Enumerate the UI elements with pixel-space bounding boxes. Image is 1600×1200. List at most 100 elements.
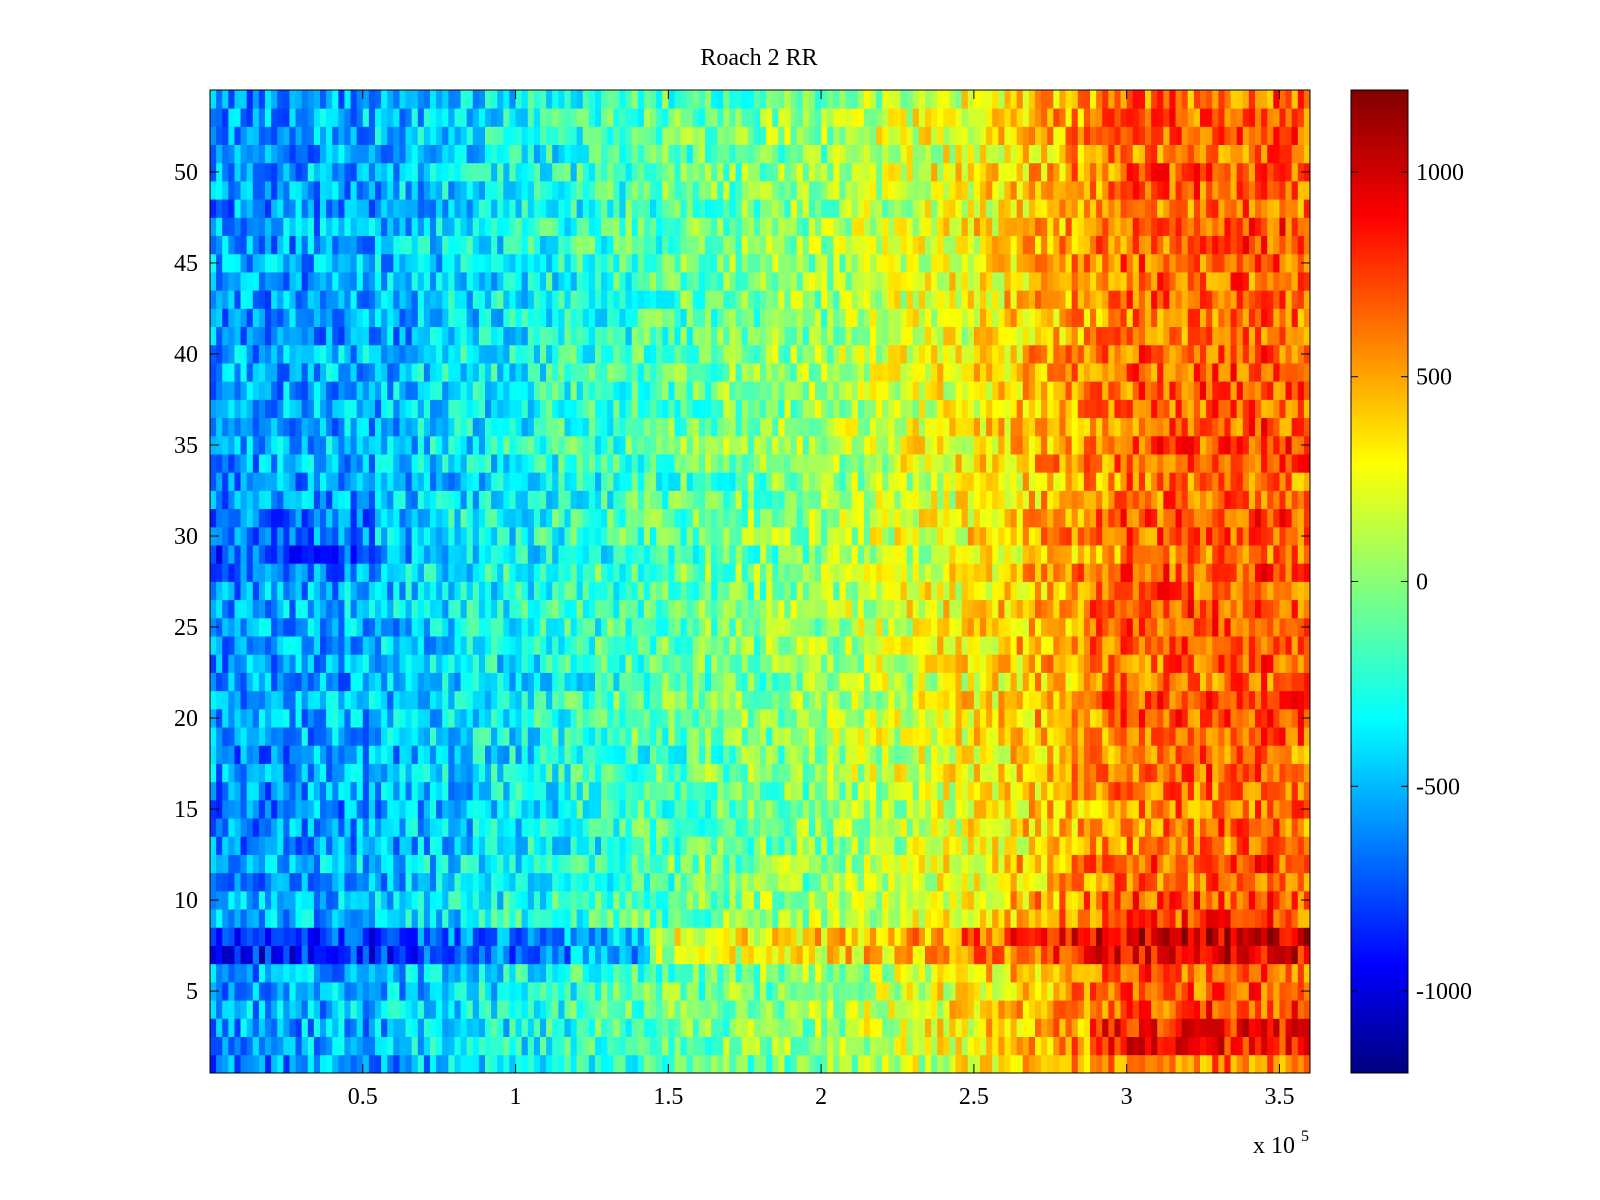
- heatmap-cell: [558, 1036, 565, 1056]
- heatmap-cell: [863, 708, 871, 728]
- heatmap-cell: [1187, 690, 1195, 710]
- heatmap-cell: [1236, 945, 1244, 965]
- heatmap-cell: [668, 617, 675, 637]
- heatmap-cell: [387, 799, 394, 819]
- heatmap-cell: [222, 745, 229, 764]
- heatmap-cell: [497, 654, 504, 673]
- heatmap-cell: [436, 890, 443, 910]
- heatmap-cell: [1169, 854, 1176, 874]
- heatmap-cell: [1151, 727, 1158, 746]
- heatmap-cell: [1010, 672, 1018, 692]
- heatmap-cell: [1157, 836, 1164, 855]
- heatmap-cell: [454, 1054, 461, 1074]
- heatmap-cell: [637, 890, 645, 910]
- heatmap-cell: [1145, 981, 1152, 1001]
- heatmap-cell: [564, 599, 571, 619]
- heatmap-cell: [301, 1018, 309, 1037]
- heatmap-cell: [833, 672, 840, 692]
- heatmap-cell: [1016, 1018, 1024, 1037]
- heatmap-cell: [515, 981, 523, 1001]
- heatmap-cell: [210, 1000, 217, 1019]
- heatmap-cell: [1248, 981, 1256, 1001]
- heatmap-cell: [717, 708, 724, 728]
- heatmap-cell: [393, 927, 400, 946]
- heatmap-cell: [1157, 799, 1164, 819]
- heatmap-cell: [246, 836, 254, 855]
- heatmap-cell: [1132, 763, 1140, 783]
- heatmap-cell: [411, 818, 419, 837]
- heatmap-cell: [796, 599, 804, 619]
- heatmap-cell: [1181, 599, 1189, 619]
- heatmap-cell: [668, 963, 675, 983]
- heatmap-cell: [1169, 636, 1176, 655]
- heatmap-cell: [900, 1054, 908, 1074]
- heatmap-cell: [1004, 963, 1011, 983]
- heatmap-cell: [271, 872, 278, 892]
- heatmap-cell: [631, 836, 639, 855]
- heatmap-cell: [741, 599, 749, 619]
- heatmap-cell: [937, 636, 944, 655]
- heatmap-cell: [295, 1036, 303, 1056]
- heatmap-cell: [478, 872, 486, 892]
- heatmap-cell: [423, 1036, 431, 1056]
- heatmap-cell: [582, 781, 590, 801]
- heatmap-cell: [851, 708, 859, 728]
- heatmap-cell: [485, 818, 492, 837]
- heatmap-cell: [246, 927, 254, 946]
- heatmap-cell: [375, 781, 382, 801]
- heatmap-cell: [1016, 963, 1024, 983]
- heatmap-cell: [692, 854, 700, 874]
- heatmap-cell: [723, 690, 730, 710]
- heatmap-cell: [1016, 690, 1024, 710]
- heatmap-cell: [1242, 1018, 1250, 1037]
- heatmap-cell: [399, 799, 406, 819]
- heatmap-cell: [411, 981, 419, 1001]
- heatmap-cell: [766, 708, 773, 728]
- heatmap-cell: [1071, 654, 1079, 673]
- heatmap-cell: [833, 708, 840, 728]
- heatmap-cell: [601, 763, 608, 783]
- heatmap-cell: [1193, 818, 1201, 837]
- heatmap-cell: [1163, 636, 1170, 655]
- heatmap-cell: [729, 872, 736, 892]
- heatmap-cell: [1108, 763, 1115, 783]
- heatmap-cell: [295, 563, 303, 582]
- heatmap-cell: [1151, 963, 1158, 983]
- heatmap-cell: [607, 781, 614, 801]
- heatmap-cell: [1267, 763, 1274, 783]
- heatmap-cell: [839, 563, 846, 582]
- heatmap-cell: [1193, 781, 1201, 801]
- heatmap-cell: [766, 1000, 773, 1019]
- heatmap-cell: [265, 799, 272, 819]
- heatmap-cell: [1132, 1018, 1140, 1037]
- heatmap-cell: [1157, 781, 1164, 801]
- heatmap-cell: [1193, 799, 1201, 819]
- heatmap-cell: [271, 581, 278, 601]
- heatmap-cell: [717, 1036, 724, 1056]
- heatmap-cell: [466, 617, 474, 637]
- heatmap-cell: [509, 581, 516, 601]
- heatmap-cell: [1291, 818, 1299, 837]
- heatmap-cell: [222, 1036, 229, 1056]
- heatmap-cell: [271, 1000, 278, 1019]
- heatmap-cell: [1285, 1000, 1293, 1019]
- heatmap-cell: [271, 981, 278, 1001]
- heatmap-cell: [491, 563, 498, 582]
- heatmap-cell: [1206, 690, 1213, 710]
- heatmap-cell: [1114, 799, 1121, 819]
- heatmap-cell: [1169, 1000, 1176, 1019]
- heatmap-cell: [1224, 599, 1231, 619]
- heatmap-cell: [796, 1018, 804, 1037]
- heatmap-cell: [320, 1000, 327, 1019]
- heatmap-cell: [894, 690, 901, 710]
- heatmap-cell: [906, 654, 914, 673]
- heatmap-cell: [729, 727, 736, 746]
- heatmap-cell: [894, 1018, 901, 1037]
- heatmap-cell: [735, 818, 743, 837]
- heatmap-cell: [234, 1018, 241, 1037]
- heatmap-cell: [992, 963, 999, 983]
- heatmap-cell: [295, 799, 303, 819]
- heatmap-cell: [1285, 836, 1293, 855]
- heatmap-cell: [1242, 727, 1250, 746]
- heatmap-cell: [955, 672, 963, 692]
